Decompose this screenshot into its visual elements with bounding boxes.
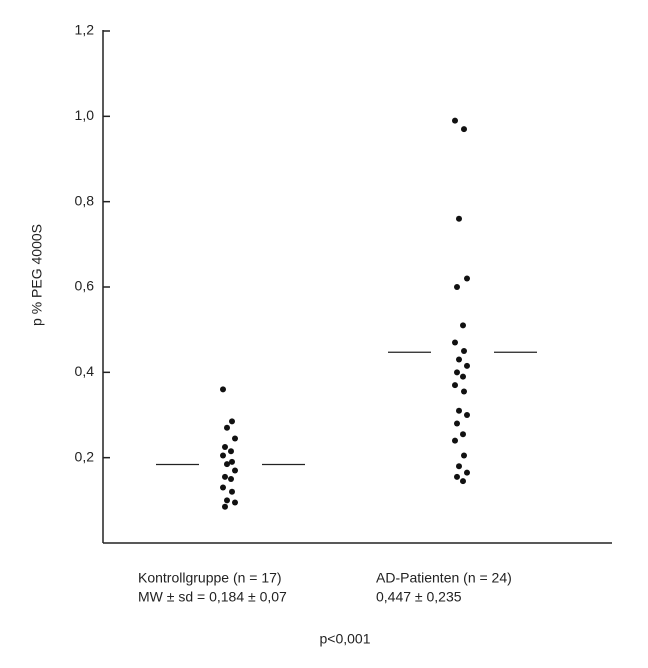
- data-point: [224, 424, 230, 431]
- data-point: [454, 420, 460, 427]
- data-point: [232, 499, 238, 506]
- data-point: [229, 418, 235, 425]
- data-point: [460, 373, 466, 380]
- data-point: [464, 412, 470, 418]
- data-point: [228, 476, 234, 482]
- data-point: [460, 431, 466, 438]
- data-point: [452, 437, 458, 444]
- data-point: [460, 478, 466, 485]
- data-point: [461, 348, 467, 354]
- data-point: [220, 386, 226, 393]
- data-point: [461, 126, 467, 133]
- data-point: [232, 467, 238, 474]
- data-point: [229, 488, 235, 495]
- data-point: [456, 215, 462, 222]
- data-point: [222, 503, 228, 510]
- footnote: p<0,001: [320, 631, 371, 647]
- y-tick-label: 0,8: [75, 192, 95, 208]
- data-point: [464, 362, 470, 369]
- data-point: [232, 435, 238, 442]
- group-stat: 0,447 ± 0,235: [376, 589, 462, 605]
- y-axis-label: p % PEG 4000S: [29, 224, 45, 326]
- data-point: [220, 452, 226, 459]
- y-tick-label: 0,6: [75, 278, 95, 294]
- data-point: [228, 448, 234, 455]
- data-point: [456, 407, 462, 414]
- data-point: [461, 388, 467, 395]
- data-point: [454, 473, 460, 480]
- data-point: [452, 382, 458, 389]
- y-tick-label: 1,2: [75, 22, 95, 38]
- data-point: [464, 469, 470, 476]
- y-tick-label: 1,0: [75, 107, 95, 123]
- data-point: [461, 452, 467, 459]
- data-point: [464, 275, 470, 282]
- data-point: [224, 461, 230, 468]
- group-label: Kontrollgruppe (n = 17): [138, 570, 282, 586]
- group-label: AD-Patienten (n = 24): [376, 570, 512, 586]
- data-point: [460, 322, 466, 329]
- data-point: [229, 458, 235, 465]
- data-point: [456, 463, 462, 470]
- data-point: [222, 444, 228, 450]
- data-point: [452, 339, 458, 346]
- group-stat: MW ± sd = 0,184 ± 0,07: [138, 589, 287, 605]
- y-tick-label: 0,4: [75, 363, 95, 379]
- y-tick-label: 0,2: [75, 448, 95, 464]
- data-point: [454, 284, 460, 290]
- data-point: [452, 117, 458, 124]
- data-point: [456, 356, 462, 363]
- data-point: [454, 369, 460, 376]
- data-point: [220, 484, 226, 491]
- data-point: [222, 473, 228, 480]
- data-point: [224, 497, 230, 504]
